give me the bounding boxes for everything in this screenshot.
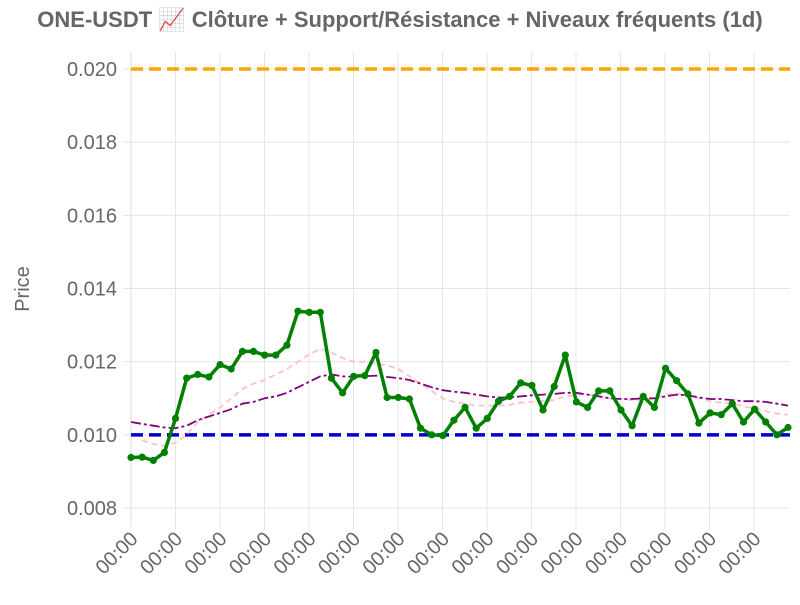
close-point [350, 372, 358, 380]
close-point [194, 370, 202, 379]
x-tick-label: 00:00 [225, 528, 276, 579]
close-point [695, 419, 703, 427]
close-point [539, 406, 547, 414]
close-point [283, 341, 291, 349]
x-tick-label: 00:00 [626, 528, 677, 579]
x-tick-label: 00:00 [92, 528, 143, 579]
close-point [595, 387, 603, 395]
close-line [130, 309, 789, 463]
points-layer [127, 307, 792, 464]
close-point [528, 381, 536, 389]
close-point [751, 405, 759, 413]
y-tick-label: 0.008 [67, 498, 117, 520]
close-point [572, 398, 581, 406]
y-axis-label: Price [12, 266, 34, 312]
close-point [416, 424, 425, 432]
series-layer [130, 309, 789, 463]
chart-title: ONE-USDT 📈 Clôture + Support/Résistance … [37, 7, 763, 32]
x-tick-label: 00:00 [314, 528, 365, 579]
close-point [261, 351, 269, 359]
close-point [773, 431, 781, 439]
close-point [673, 377, 681, 385]
close-point [784, 423, 792, 432]
x-tick-label: 00:00 [537, 528, 588, 579]
x-tick-label: 00:00 [270, 528, 321, 579]
x-tick-label: 00:00 [403, 528, 454, 579]
close-point [372, 348, 380, 357]
close-point [205, 373, 213, 381]
x-tick-label: 00:00 [136, 528, 187, 579]
close-point [272, 351, 280, 359]
close-point [661, 364, 670, 372]
label-layer: 0.020 0.018 0.016 0.014 0.012 0.010 0.008 00:00… [12, 59, 766, 579]
close-point [684, 390, 692, 398]
close-point [739, 418, 748, 426]
close-point [517, 379, 525, 387]
close-point [628, 422, 636, 430]
close-point [216, 361, 224, 369]
close-point [361, 372, 369, 380]
grid-layer [123, 52, 790, 530]
close-point [171, 414, 180, 422]
close-point [339, 389, 347, 397]
close-point [138, 453, 146, 461]
x-tick-label: 00:00 [670, 528, 721, 579]
close-point [405, 395, 413, 403]
close-point [227, 365, 235, 373]
close-point [706, 409, 714, 417]
close-point [183, 374, 191, 382]
close-point [472, 424, 480, 432]
close-point [506, 392, 514, 400]
close-point [450, 416, 458, 424]
close-point [439, 432, 447, 440]
sma-long-line [130, 373, 789, 430]
close-point [561, 351, 569, 359]
y-tick-label: 0.014 [67, 279, 117, 301]
close-point [316, 308, 324, 316]
y-tick-label: 0.012 [67, 352, 117, 374]
close-point [650, 403, 659, 411]
close-point [461, 403, 469, 411]
x-tick-label: 00:00 [492, 528, 543, 579]
close-point [584, 403, 592, 411]
close-point [383, 393, 391, 402]
y-tick-label: 0.018 [67, 132, 117, 154]
close-point [160, 448, 168, 456]
close-point [305, 308, 313, 316]
close-point [483, 414, 491, 422]
close-point [394, 393, 402, 402]
close-point [294, 307, 302, 315]
close-point [428, 431, 436, 439]
close-point [149, 456, 157, 464]
x-tick-label: 00:00 [581, 528, 632, 579]
close-point [238, 347, 246, 355]
close-point [249, 347, 258, 355]
close-point [762, 418, 770, 426]
x-tick-label: 00:00 [448, 528, 499, 579]
sma-short-line [141, 348, 789, 447]
y-tick-label: 0.016 [67, 205, 117, 227]
x-tick-label: 00:00 [715, 528, 766, 579]
y-tick-label: 0.020 [67, 59, 117, 81]
close-point [639, 392, 647, 400]
close-point [606, 387, 614, 395]
x-tick-label: 00:00 [359, 528, 410, 579]
close-point [127, 453, 135, 462]
close-point [617, 406, 625, 414]
y-tick-label: 0.010 [67, 425, 117, 447]
close-point [327, 374, 335, 382]
x-tick-label: 00:00 [181, 528, 232, 579]
close-point [494, 397, 503, 405]
close-point [717, 411, 725, 419]
close-point [550, 382, 558, 391]
close-point [728, 400, 736, 408]
level-layer [131, 67, 790, 437]
